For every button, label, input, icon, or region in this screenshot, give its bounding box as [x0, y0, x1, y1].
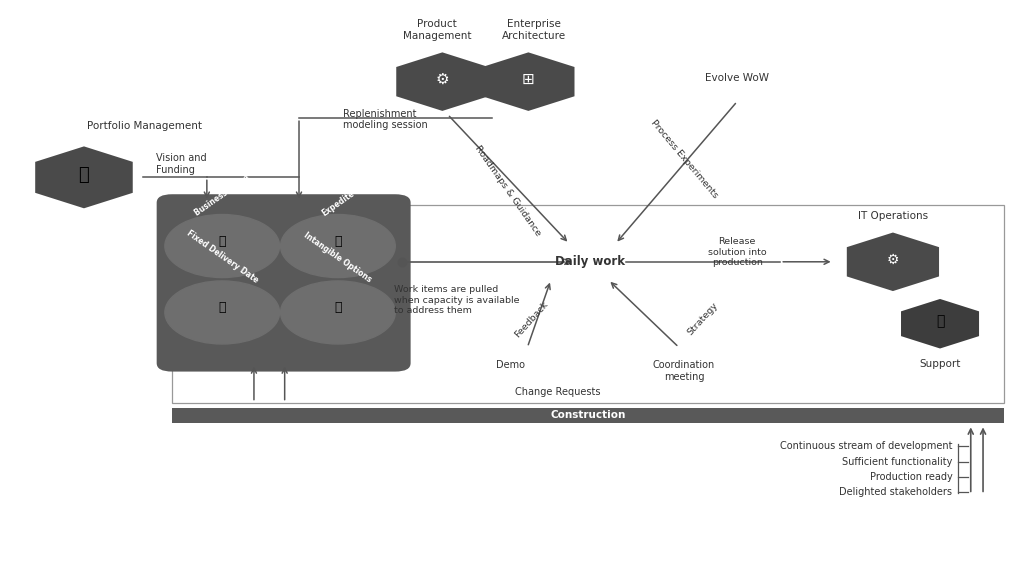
Text: Vision and
Funding: Vision and Funding [156, 153, 206, 175]
Circle shape [281, 215, 395, 278]
Text: Portfolio Management: Portfolio Management [87, 120, 202, 131]
Text: Enterprise
Architecture: Enterprise Architecture [502, 19, 565, 41]
Polygon shape [35, 146, 133, 208]
Text: Continuous stream of development: Continuous stream of development [780, 441, 952, 452]
Text: Business Value: Business Value [194, 173, 251, 218]
Text: Delighted stakeholders: Delighted stakeholders [840, 487, 952, 497]
Text: Roadmaps & Guidance: Roadmaps & Guidance [473, 144, 543, 237]
Text: ⊞: ⊞ [522, 72, 535, 87]
Circle shape [165, 281, 280, 344]
Text: Sufficient functionality: Sufficient functionality [842, 457, 952, 467]
Text: Intangible Options: Intangible Options [302, 231, 374, 284]
Text: Construction: Construction [550, 410, 626, 421]
Circle shape [165, 215, 280, 278]
Text: Evolve WoW: Evolve WoW [706, 73, 769, 83]
Polygon shape [396, 52, 488, 111]
Text: Demo: Demo [497, 360, 525, 370]
Text: Daily work: Daily work [555, 255, 625, 269]
Text: Production ready: Production ready [869, 472, 952, 482]
Text: Process Experiments: Process Experiments [649, 118, 719, 200]
Circle shape [281, 281, 395, 344]
Bar [172, 205, 1004, 403]
Text: Release
solution into
production: Release solution into production [708, 238, 767, 267]
Text: Strategy: Strategy [685, 301, 720, 337]
Text: Expedite: Expedite [319, 189, 356, 218]
FancyBboxPatch shape [157, 194, 411, 372]
Bar [172, 408, 1004, 423]
Text: 🗃: 🗃 [79, 166, 89, 184]
Polygon shape [901, 299, 979, 348]
Text: Replenishment
modeling session: Replenishment modeling session [343, 109, 428, 130]
Text: Fixed Delivery Date: Fixed Delivery Date [184, 229, 260, 284]
Text: 📅: 📅 [218, 301, 226, 315]
Text: 💰: 💰 [218, 235, 226, 248]
Text: Feedback: Feedback [513, 300, 550, 339]
Polygon shape [847, 233, 939, 291]
Text: Product
Management: Product Management [403, 19, 471, 41]
Text: ⚙: ⚙ [887, 253, 899, 266]
Text: Work items are pulled
when capacity is available
to address them: Work items are pulled when capacity is a… [394, 285, 520, 315]
Text: IT Operations: IT Operations [858, 211, 928, 221]
Text: ⏱: ⏱ [334, 235, 342, 248]
Text: 💡: 💡 [334, 301, 342, 315]
Text: Support: Support [920, 359, 961, 369]
Polygon shape [482, 52, 574, 111]
Text: Change Requests: Change Requests [515, 387, 601, 397]
Text: 👤: 👤 [936, 315, 944, 328]
Text: Coordination
meeting: Coordination meeting [653, 360, 715, 382]
Text: ⚙: ⚙ [435, 72, 450, 87]
